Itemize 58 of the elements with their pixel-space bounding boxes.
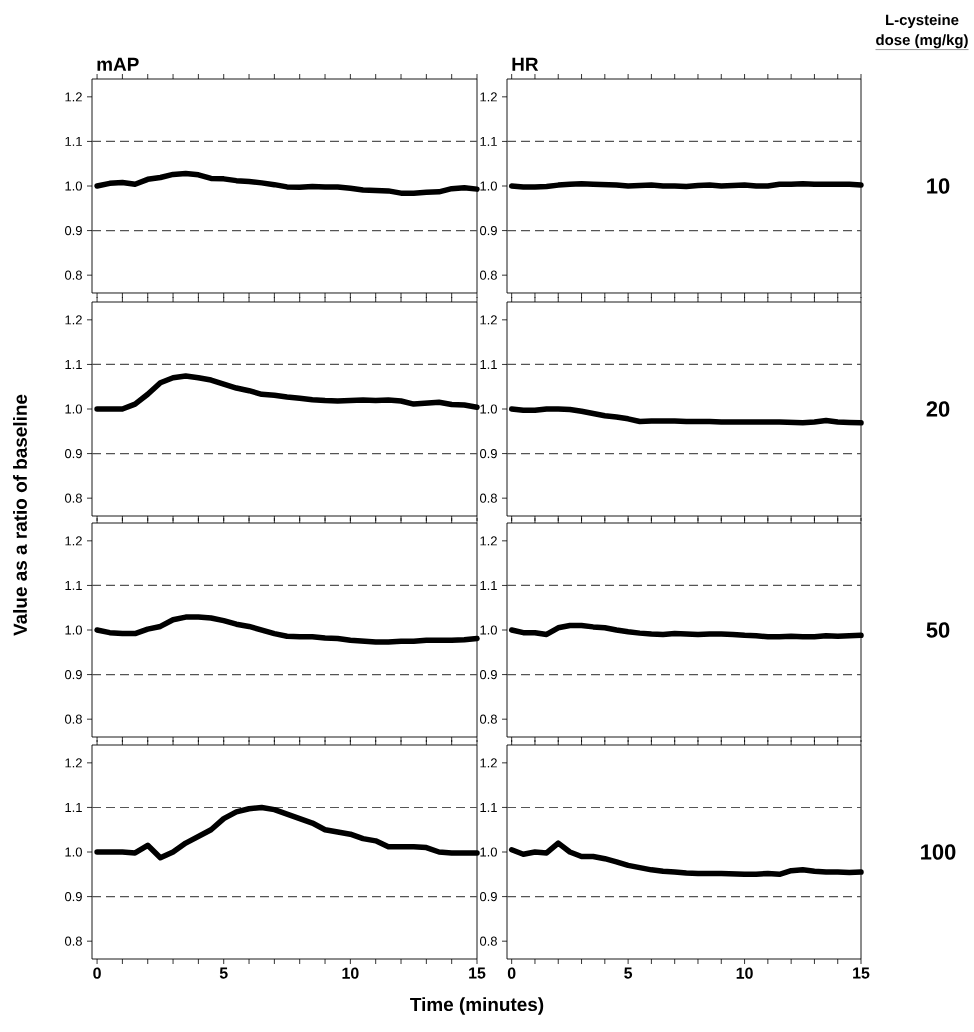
y-tick-label: 1.2 [65, 536, 82, 546]
y-tick-label: 1.0 [480, 181, 497, 191]
y-tick-label: 0.9 [64, 892, 82, 902]
y-axis-title: Value as a ratio of baseline [13, 394, 27, 636]
x-tick-label: 0 [507, 967, 516, 979]
y-tick-label: 0.8 [64, 493, 82, 503]
y-tick-label: 0.9 [479, 225, 497, 236]
y-tick-label: 1.0 [480, 404, 497, 414]
text: 50 [926, 622, 950, 638]
y-tick-label: 0.9 [479, 670, 497, 680]
y-tick-label: 1.2 [65, 758, 82, 768]
y-tick-label: 0.9 [479, 892, 497, 902]
y-tick-label: 0.8 [64, 270, 82, 280]
y-tick-label: 1.2 [480, 92, 497, 102]
x-axis-title: Time (minutes) [410, 997, 544, 1015]
y-tick-label: 1.1 [480, 580, 497, 590]
x-tick-label: 10 [342, 967, 359, 979]
text: dose (mg/kg) [876, 34, 968, 49]
y-tick-label: 1.2 [65, 315, 82, 325]
text: 10 [927, 178, 950, 194]
x-tick-label: 15 [469, 967, 486, 979]
text: 20 [926, 401, 950, 417]
y-tick-label: 1.1 [65, 580, 82, 590]
y-tick-label: 0.8 [479, 493, 497, 503]
y-tick-label: 1.0 [480, 625, 497, 635]
y-tick-label: 1.1 [65, 136, 82, 146]
x-tick-label: 0 [93, 967, 101, 979]
y-tick-label: 1.1 [65, 802, 82, 812]
y-tick-label: 1.0 [65, 625, 82, 635]
chart-title: mAP [97, 57, 139, 71]
y-tick-label: 1.2 [65, 92, 82, 102]
y-tick-label: 0.8 [479, 270, 497, 280]
y-tick-label: 1.2 [480, 315, 497, 325]
y-tick-label: 0.9 [64, 449, 82, 459]
y-tick-label: 0.9 [479, 449, 497, 459]
x-tick-label: 10 [736, 967, 753, 979]
x-tick-label: 15 [853, 967, 870, 979]
y-tick-label: 0.9 [64, 225, 82, 236]
y-tick-label: 1.1 [65, 359, 82, 369]
y-tick-label: 1.0 [65, 847, 82, 857]
y-tick-label: 0.9 [64, 670, 82, 680]
text: 100 [921, 844, 956, 860]
y-tick-label: 1.1 [480, 136, 497, 146]
x-tick-label: 5 [219, 967, 228, 979]
y-tick-label: 1.1 [480, 359, 497, 369]
y-tick-label: 1.0 [65, 404, 82, 414]
y-tick-label: 1.0 [65, 181, 82, 191]
y-tick-label: 1.2 [480, 536, 497, 546]
y-tick-label: 0.8 [479, 714, 497, 724]
chart-title: HR [512, 57, 539, 71]
y-tick-label: 1.0 [480, 847, 497, 857]
x-tick-label: 5 [624, 967, 633, 979]
y-tick-label: 0.8 [64, 936, 82, 946]
y-tick-label: 0.8 [479, 936, 497, 946]
y-tick-label: 0.8 [64, 714, 82, 724]
y-tick-label: 1.2 [480, 758, 497, 768]
y-tick-label: 1.1 [480, 802, 497, 812]
text: L-cysteine [886, 14, 959, 29]
